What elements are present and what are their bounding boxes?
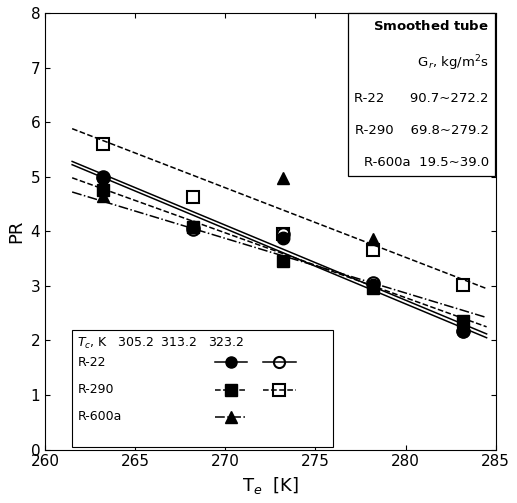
- Text: R-600a: R-600a: [78, 410, 122, 424]
- X-axis label: T$_e$  [K]: T$_e$ [K]: [242, 475, 299, 496]
- Text: R-22: R-22: [78, 356, 106, 369]
- Text: $T_c$, K   305.2  313.2   323.2: $T_c$, K 305.2 313.2 323.2: [77, 336, 244, 351]
- Bar: [72, 329, 333, 447]
- Y-axis label: PR: PR: [7, 220, 25, 243]
- Text: R-290: R-290: [78, 383, 114, 396]
- Text: $\bf{Smoothed\ tube}$

         G$_r$, kg/m$^2$s

R-22      90.7~272.2

R-290   : $\bf{Smoothed\ tube}$ G$_r$, kg/m$^2$s R…: [354, 20, 489, 170]
